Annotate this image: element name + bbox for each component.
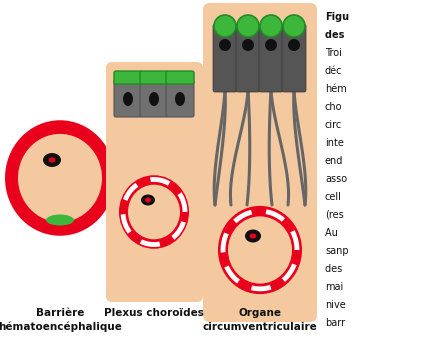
Circle shape [259,15,281,37]
FancyBboxPatch shape [114,71,141,84]
FancyBboxPatch shape [106,62,202,302]
FancyBboxPatch shape [258,24,283,92]
FancyBboxPatch shape [140,71,168,84]
Ellipse shape [46,214,74,226]
Text: cho: cho [324,102,342,112]
FancyBboxPatch shape [202,3,316,322]
Circle shape [213,15,236,37]
Text: sanp: sanp [324,246,348,256]
Ellipse shape [227,216,291,284]
Text: Troi: Troi [324,48,341,58]
FancyBboxPatch shape [166,71,194,84]
Ellipse shape [119,175,189,249]
Ellipse shape [244,229,261,242]
FancyBboxPatch shape [236,24,259,92]
FancyBboxPatch shape [166,80,194,117]
Text: Barrière: Barrière [36,308,84,318]
FancyBboxPatch shape [281,24,305,92]
Circle shape [241,39,254,51]
Text: Plexus choroïdes: Plexus choroïdes [104,308,204,318]
Text: des: des [324,30,347,40]
Circle shape [265,39,276,51]
Text: hématoencéphalique: hématoencéphalique [0,322,122,333]
Circle shape [237,15,258,37]
Text: barr: barr [324,318,344,328]
Text: des: des [324,264,345,274]
FancyBboxPatch shape [212,24,237,92]
Text: (res: (res [324,210,343,220]
FancyBboxPatch shape [114,80,141,117]
Ellipse shape [128,185,180,239]
Ellipse shape [123,92,133,106]
Ellipse shape [175,92,184,106]
Ellipse shape [43,153,61,167]
Ellipse shape [5,120,115,236]
Ellipse shape [141,194,155,205]
Text: cell: cell [324,192,341,202]
Ellipse shape [145,198,151,203]
Text: Figu: Figu [324,12,348,22]
FancyBboxPatch shape [140,80,168,117]
Text: asso: asso [324,174,346,184]
Text: nive: nive [324,300,345,310]
Text: hém: hém [324,84,346,94]
Ellipse shape [218,206,301,294]
Ellipse shape [249,233,256,238]
Text: circ: circ [324,120,342,130]
Text: Au: Au [324,228,340,238]
Text: mai: mai [324,282,343,292]
Text: end: end [324,156,343,166]
Ellipse shape [148,92,159,106]
Circle shape [287,39,299,51]
Text: inte: inte [324,138,343,148]
Circle shape [283,15,304,37]
Text: Organe: Organe [238,308,281,318]
Ellipse shape [18,134,102,222]
Text: déc: déc [324,66,342,76]
Circle shape [219,39,230,51]
Text: circumventriculaire: circumventriculaire [202,322,317,332]
Ellipse shape [48,158,55,163]
